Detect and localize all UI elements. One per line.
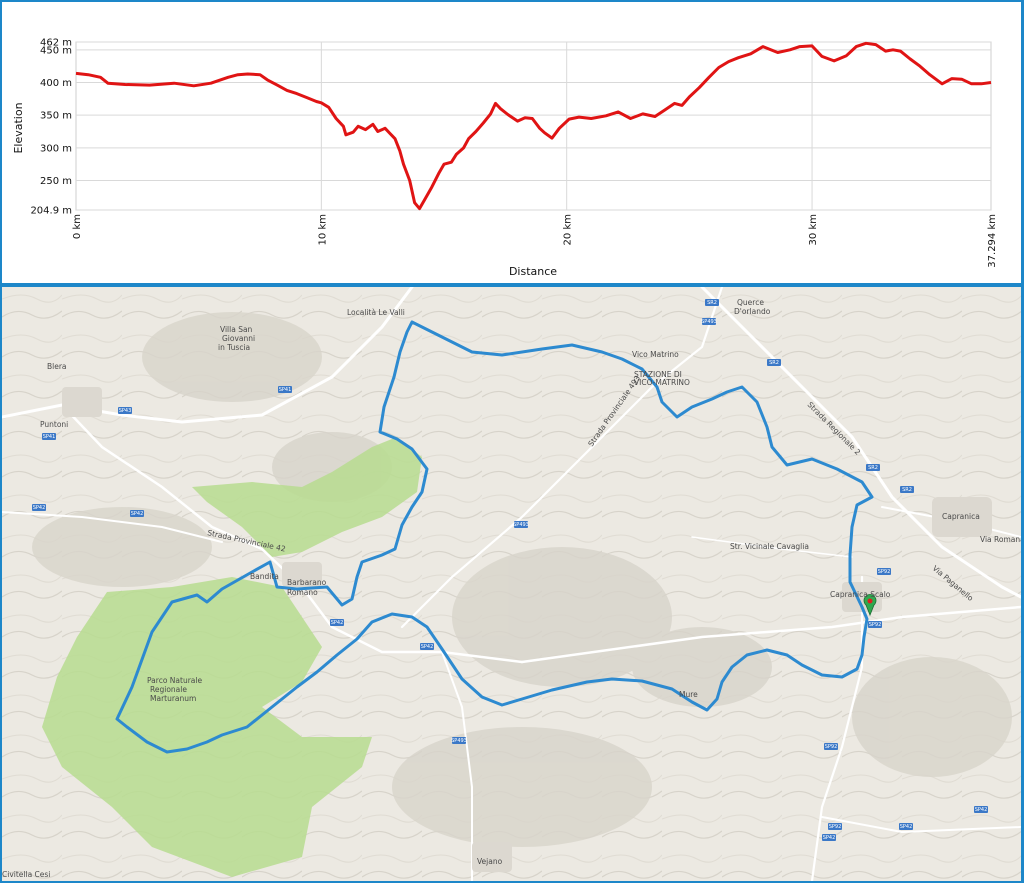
road-badge-label: SP92: [825, 744, 838, 750]
road-badge-label: SR2: [769, 360, 779, 366]
y-axis-title: Elevation: [12, 102, 25, 153]
map-label: in Tuscia: [218, 343, 250, 352]
plot-frame: [75, 41, 992, 211]
map-label: Civitella Cesi: [2, 870, 50, 879]
road-badge-label: SR2: [868, 465, 878, 471]
map-label: Blera: [47, 362, 67, 371]
map-label: Vico Matrino: [632, 350, 679, 359]
x-tick-label: 0 km: [72, 214, 83, 239]
road-badge: SP42: [974, 806, 988, 813]
x-tick-label: 37.294 km: [987, 214, 998, 268]
road-badge: SP41: [278, 386, 292, 393]
road-badge: SR2: [767, 359, 781, 366]
road-badge-label: SR2: [707, 300, 717, 306]
map-label: Barbarano: [287, 578, 327, 587]
map-label: Località Le Valli: [347, 308, 405, 317]
map-label: Giovanni: [222, 334, 255, 343]
map-label: VICO-MATRINO: [634, 378, 690, 387]
elevation-line: [75, 41, 992, 211]
route-map[interactable]: Villa San Giovanni in Tuscia Blera Puntoni Lo…: [2, 287, 1021, 881]
map-label: Marturanum: [150, 694, 196, 703]
elevation-chart-panel: 462 m 450 m 400 m 350 m 300 m 250 m 204.9 m 0 …: [2, 2, 1021, 283]
road-badge-label: SP42: [331, 620, 344, 626]
road-badge: SP42: [420, 643, 434, 650]
map-label: Capranica Scalo: [830, 590, 891, 599]
road-badge-label: SP92: [878, 569, 891, 575]
road-badge: SP493: [513, 521, 529, 528]
road-badge: SR2: [705, 299, 719, 306]
road-badge: SP42: [130, 510, 144, 517]
road-badge: SP92: [868, 621, 882, 628]
road-badge-label: SP41: [43, 434, 56, 440]
road-badge: SP42: [899, 823, 913, 830]
park-areas: [42, 437, 422, 877]
road-badge-label: SP92: [829, 824, 842, 830]
road-badge: SP493: [701, 318, 717, 325]
road-badge-label: SP42: [421, 644, 434, 650]
start-marker-icon[interactable]: [863, 594, 877, 617]
map-label: Str. Vicinale Cavaglia: [730, 542, 809, 551]
road-badge-label: SP42: [33, 505, 46, 511]
road-badge: SR2: [866, 464, 880, 471]
road-badge-label: SP92: [869, 622, 882, 628]
road-badge-label: SP41: [279, 387, 292, 393]
map-label: Regionale: [150, 685, 187, 694]
map-label: Bandita: [250, 572, 279, 581]
gps-route[interactable]: [115, 320, 874, 754]
road-badge: SP92: [828, 823, 842, 830]
y-tick-label: 250 m: [40, 176, 72, 187]
road-badge: SP42: [822, 834, 836, 841]
map-label: Puntoni: [40, 420, 68, 429]
y-tick-label: 462 m: [40, 38, 72, 49]
y-tick-label: 400 m: [40, 78, 72, 89]
map-label: Via Romana: [980, 535, 1021, 544]
map-label: STAZIONE DI: [634, 370, 682, 379]
y-grid: [76, 41, 991, 211]
y-tick-label: 300 m: [40, 143, 72, 154]
road-badge-label: SP493: [451, 738, 467, 744]
map-label: Vejano: [477, 857, 503, 866]
road-badge-label: SP42: [823, 835, 836, 841]
road-badge: SR2: [900, 486, 914, 493]
x-tick-label: 20 km: [563, 214, 574, 245]
y-tick-label: 350 m: [40, 111, 72, 122]
road-badge-label: SP42: [900, 824, 913, 830]
y-tick-label: 204.9 m: [30, 206, 72, 217]
road-badge: SP92: [877, 568, 891, 575]
x-tick-labels: 0 km 10 km 20 km 30 km 37.294 km: [72, 214, 998, 268]
road-badge: SP92: [824, 743, 838, 750]
map-label: Villa San: [220, 325, 253, 334]
road-badge: SP493: [451, 737, 467, 744]
map-label: Mure: [679, 690, 698, 699]
road-badge-label: SP42: [131, 511, 144, 517]
towns: [62, 387, 992, 872]
map-label: D'orlando: [734, 307, 771, 316]
road-badge-label: SP493: [513, 522, 529, 528]
road-badge-label: SP43: [119, 408, 132, 414]
road-badge: SP42: [330, 619, 344, 626]
road-badge: SP41: [42, 433, 56, 440]
x-grid: [75, 41, 992, 211]
road-badge: SP42: [32, 504, 46, 511]
map-label: Querce: [737, 298, 764, 307]
map-label: Romano: [287, 588, 318, 597]
road-badge-label: SR2: [902, 487, 912, 493]
x-tick-label: 30 km: [808, 214, 819, 245]
y-tick-label: 450 m: [40, 45, 72, 56]
map-label: Parco Naturale: [147, 676, 202, 685]
road-badge-label: SP42: [975, 807, 988, 813]
x-axis-title: Distance: [509, 265, 557, 278]
road-badge: SP43: [118, 407, 132, 414]
road-badge-label: SP493: [701, 319, 717, 325]
map-label: Capranica: [942, 512, 980, 521]
series-group: [75, 41, 992, 211]
x-tick-label: 10 km: [317, 214, 328, 245]
road-badges: SP43 SP41 SP41 SP42 SP42 SP42 SP42 SR2 SP493 SR2 S…: [32, 299, 988, 841]
